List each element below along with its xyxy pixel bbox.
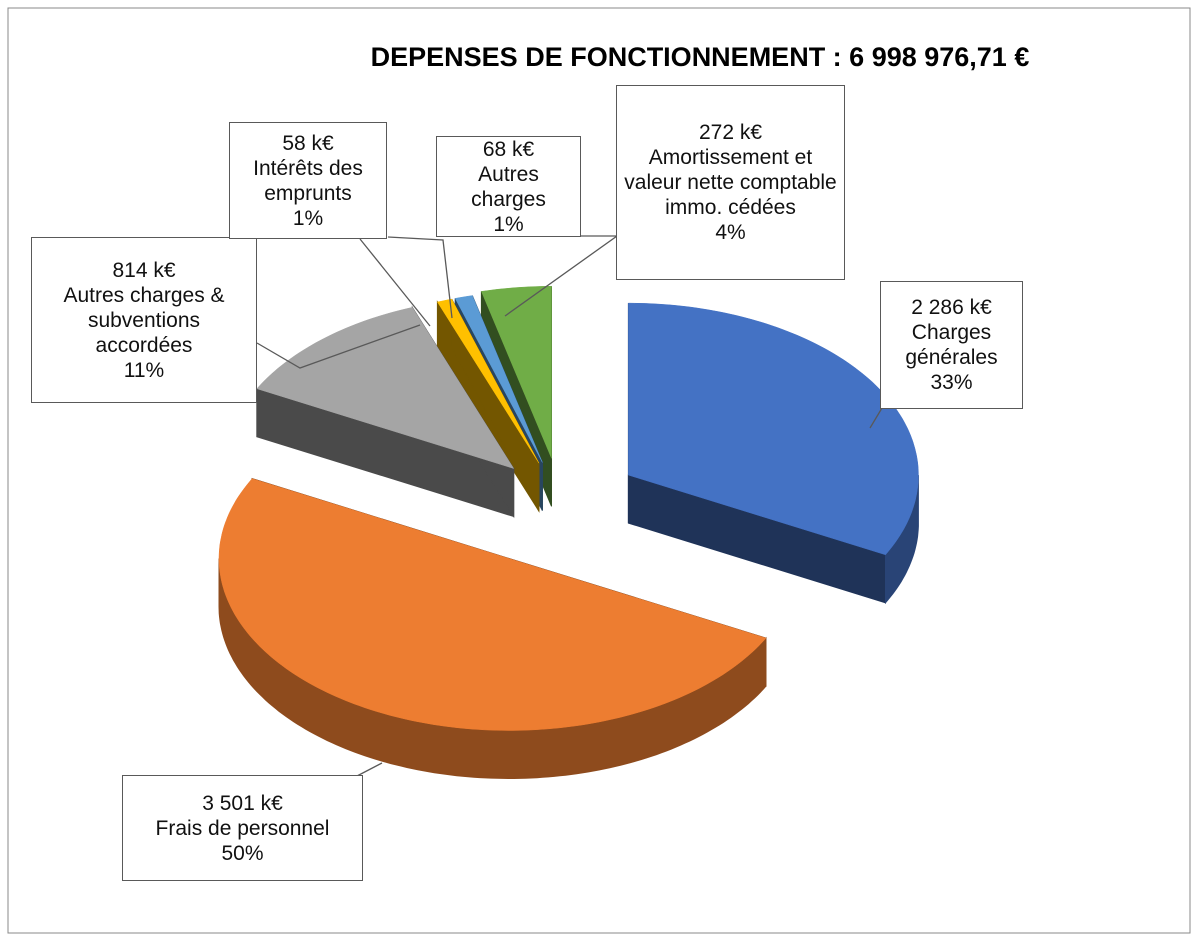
value-label: 2 286 k€	[911, 296, 992, 319]
value-label: 68 k€	[482, 137, 535, 161]
leader-line	[256, 324, 421, 369]
percent-label: 33%	[930, 371, 973, 394]
percent-label: 50%	[221, 841, 264, 865]
slice	[436, 298, 540, 464]
data-label: 272 k€ Amortissement et valeur nette comp…	[616, 85, 845, 280]
percent-label: 1%	[292, 206, 324, 230]
slice	[256, 307, 515, 469]
data-label: 58 k€ Intérêts des emprunts 1%	[229, 122, 387, 239]
percent-label: 1%	[493, 212, 524, 236]
data-label: 814 k€ Autres charges & subventions accor…	[31, 237, 257, 403]
value-label: 272 k€	[698, 121, 763, 144]
category-label: Intérêts des emprunts	[253, 156, 363, 205]
data-label: 3 501 k€ Frais de personnel 50%	[122, 775, 363, 881]
leader-line	[359, 238, 431, 327]
percent-label: 4%	[715, 221, 746, 244]
category-label: Charges générales	[905, 321, 998, 369]
chart-title: DEPENSES DE FONCTIONNEMENT : 6 998 976,7…	[370, 42, 1030, 72]
data-label: 2 286 k€ Charges générales 33%	[880, 281, 1023, 409]
percent-label: 11%	[123, 358, 165, 382]
category-label: Autres charges	[471, 162, 546, 211]
slice	[628, 302, 919, 556]
category-label: Amortissement et valeur nette comptable …	[624, 146, 837, 219]
value-label: 814 k€	[112, 258, 176, 282]
category-label: Autres charges & subventions accordées	[63, 283, 225, 357]
leader-line	[869, 407, 883, 429]
value-label: 58 k€	[282, 131, 334, 155]
leader-line	[356, 762, 383, 777]
leader-line	[387, 236, 453, 319]
slice	[218, 478, 767, 731]
slice	[454, 295, 543, 463]
value-label: 3 501 k€	[202, 791, 283, 815]
data-label: 68 k€ Autres charges 1%	[436, 136, 581, 237]
slice	[481, 286, 552, 459]
category-label: Frais de personnel	[155, 816, 330, 840]
